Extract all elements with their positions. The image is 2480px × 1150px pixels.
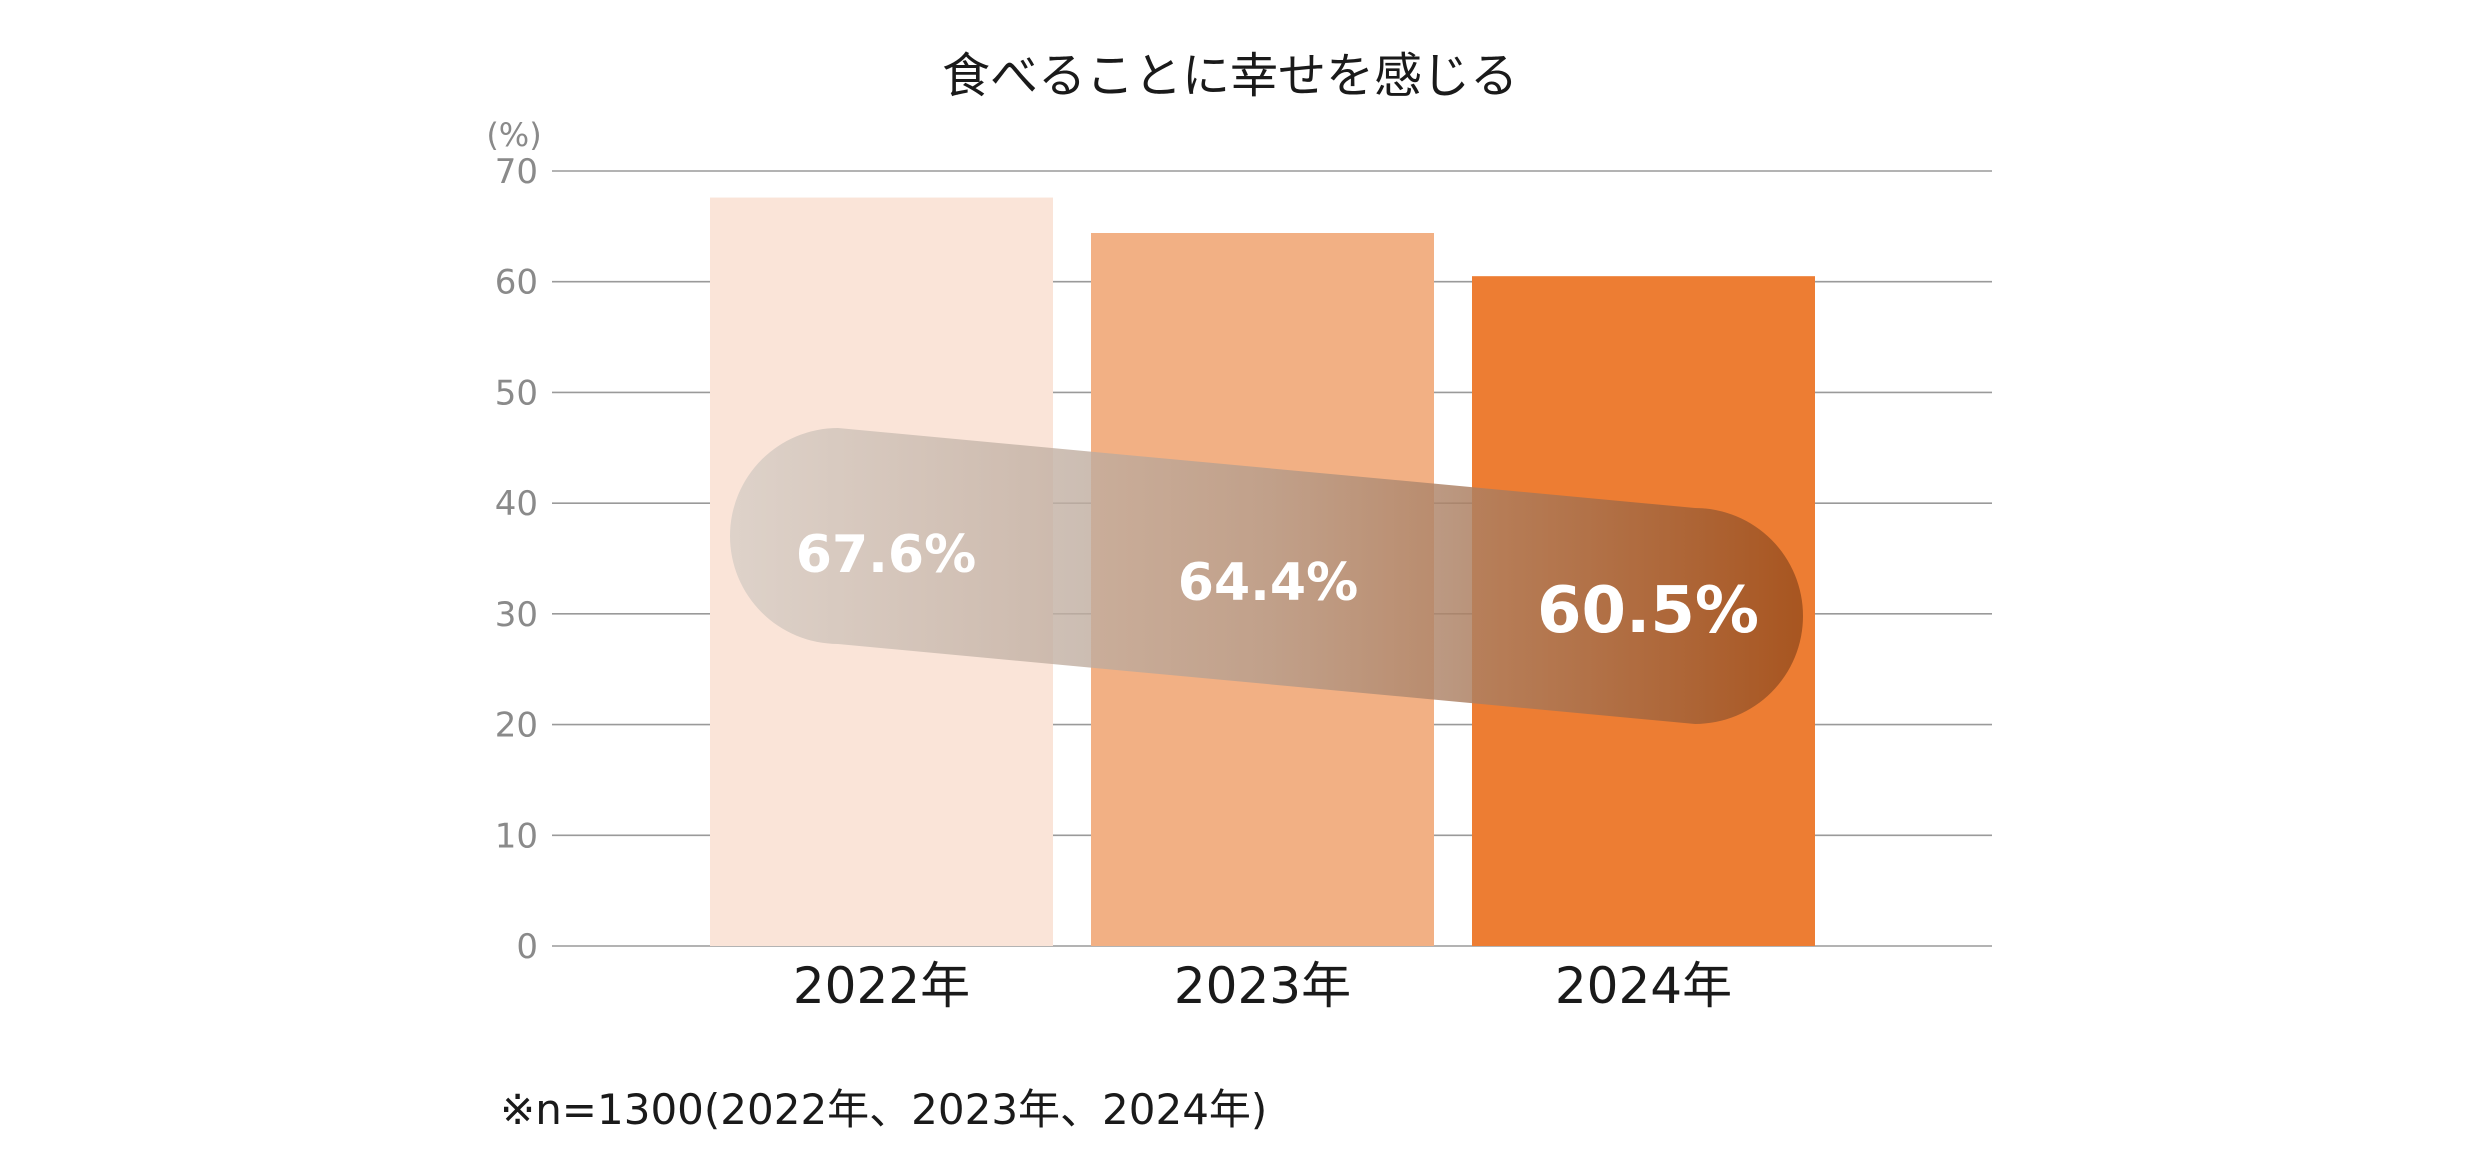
- chart-title: 食べることに幸せを感じる: [942, 48, 1518, 104]
- trend-band: [730, 428, 1803, 724]
- trend-band-layer: [730, 428, 1803, 724]
- y-axis-unit-label: (%): [486, 116, 541, 154]
- data-label: 64.4%: [1178, 553, 1358, 613]
- y-tick-label: 10: [495, 816, 538, 856]
- data-label: 67.6%: [796, 525, 976, 585]
- y-tick-label: 30: [495, 595, 538, 635]
- x-tick-label: 2023年: [1174, 957, 1351, 1015]
- x-tick-label: 2024年: [1555, 957, 1732, 1015]
- data-label: 60.5%: [1537, 574, 1759, 648]
- y-tick-label: 50: [495, 373, 538, 413]
- y-tick-label: 40: [495, 484, 538, 524]
- x-axis-ticks: 2022年 2023年 2024年: [793, 957, 1732, 1015]
- y-tick-label: 0: [516, 927, 538, 967]
- y-tick-label: 70: [495, 152, 538, 192]
- data-labels: 67.6% 64.4% 60.5%: [796, 525, 1759, 648]
- y-tick-label: 60: [495, 263, 538, 303]
- x-tick-label: 2022年: [793, 957, 970, 1015]
- y-axis-ticks: 70 60 50 40 30 20 10 0: [495, 152, 538, 967]
- footnote: ※n=1300(2022年、2023年、2024年): [500, 1085, 1267, 1134]
- y-tick-label: 20: [495, 706, 538, 746]
